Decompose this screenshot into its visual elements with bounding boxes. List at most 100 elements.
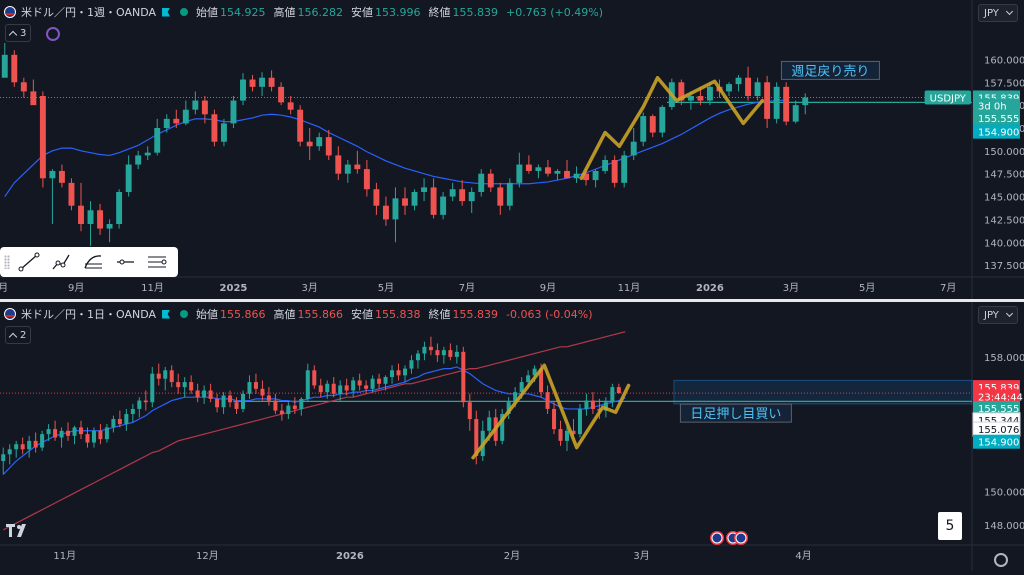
gear-icon[interactable] xyxy=(994,553,1008,567)
candle-body xyxy=(234,402,239,409)
candle xyxy=(363,159,370,197)
candle-body xyxy=(571,430,576,435)
tradingview-logo-icon[interactable] xyxy=(6,524,32,538)
candle-body xyxy=(773,86,780,119)
candle xyxy=(454,345,459,364)
symbol-label-background xyxy=(924,90,971,105)
parallel-channel-tool[interactable] xyxy=(144,251,170,273)
high-label: 高値 xyxy=(273,308,296,321)
close-value: 155.839 xyxy=(452,307,499,321)
candle-body xyxy=(156,373,161,379)
price-tick-label: 137.500 xyxy=(984,261,1024,272)
drag-handle-icon[interactable] xyxy=(4,255,10,269)
candle xyxy=(428,336,433,356)
candle-body xyxy=(552,408,557,430)
candle-body xyxy=(519,382,524,393)
chevron-up-icon xyxy=(8,332,18,341)
candle xyxy=(104,424,109,443)
pane-divider[interactable] xyxy=(0,299,1024,302)
bookmark-flag-icon[interactable] xyxy=(162,7,171,17)
us-flag-icon xyxy=(4,308,16,320)
candle xyxy=(335,146,342,181)
candle-body xyxy=(735,77,742,85)
candle xyxy=(440,191,447,220)
candle xyxy=(278,82,285,106)
candle-body xyxy=(39,95,46,179)
candle-body xyxy=(539,368,544,393)
candle-body xyxy=(72,427,77,436)
candle xyxy=(312,365,317,389)
candle xyxy=(125,155,132,197)
chevron-down-icon xyxy=(1005,7,1014,16)
price-label-level: 154.900 xyxy=(973,434,1020,449)
candle-body xyxy=(754,82,761,96)
currency-select-bottom[interactable]: JPY xyxy=(978,306,1018,324)
candle xyxy=(390,365,395,384)
trend-line-tool[interactable] xyxy=(16,251,42,273)
indicator-collapse-button[interactable]: 2 xyxy=(5,326,32,344)
candle xyxy=(415,350,420,369)
price-label-background xyxy=(973,124,1020,139)
time-tick-label: 5月 xyxy=(378,282,394,294)
candle xyxy=(1,42,8,78)
indicator-collapse-button[interactable]: 3 xyxy=(5,24,32,42)
candle-body xyxy=(220,123,227,142)
time-tick-label: 3月 xyxy=(783,282,799,294)
fib-tool[interactable] xyxy=(80,251,106,273)
candle-body xyxy=(91,430,96,443)
candle-body xyxy=(297,109,304,142)
time-tick-label: 2月 xyxy=(504,550,520,562)
candle xyxy=(46,424,51,441)
candle xyxy=(111,415,116,433)
candle-body xyxy=(616,387,621,394)
close-value: 155.839 xyxy=(452,5,499,19)
candle-body xyxy=(144,152,151,156)
candle xyxy=(630,127,637,160)
target-zone xyxy=(673,379,973,405)
candle-body xyxy=(363,169,370,190)
candle xyxy=(266,387,271,406)
daily-chart-canvas[interactable]: 158.000 150.000 148.000 11月 12月 2026 2月 3月 4月 日足押… xyxy=(0,302,1024,571)
us-flag-icon xyxy=(4,6,16,18)
candle-body xyxy=(764,82,771,119)
daily-symbol[interactable]: 米ドル／円・1日・OANDA xyxy=(21,308,157,321)
candle xyxy=(154,118,161,156)
candle xyxy=(163,366,168,391)
annotation-box: 週足戻り売り xyxy=(780,60,880,80)
candle xyxy=(459,180,466,206)
candle-body xyxy=(173,118,180,124)
candle-body xyxy=(583,173,590,181)
candle xyxy=(610,383,615,408)
candle xyxy=(182,377,187,398)
candle xyxy=(564,425,570,451)
candle-body xyxy=(163,118,170,128)
candle-body xyxy=(506,182,513,206)
candle xyxy=(195,383,200,403)
candle-body xyxy=(11,54,18,83)
candle-body xyxy=(590,400,595,409)
ray-icon xyxy=(52,254,70,270)
weekly-chart-pane[interactable]: 160.000157.500155.000152.500150.000147.5… xyxy=(0,0,1024,300)
time-tick-label: 2026 xyxy=(336,551,364,562)
candle xyxy=(487,169,494,192)
candle-body xyxy=(20,444,25,450)
time-tick-label: 7月 xyxy=(459,282,475,294)
horizontal-ray-tool[interactable] xyxy=(112,251,138,273)
ray-tool[interactable] xyxy=(48,251,74,273)
currency-select-top[interactable]: JPY xyxy=(978,4,1018,22)
bookmark-flag-icon[interactable] xyxy=(162,309,171,319)
candle-body xyxy=(176,382,181,388)
candle-body xyxy=(558,429,563,441)
candle xyxy=(117,410,122,428)
daily-chart-pane[interactable]: 158.000 150.000 148.000 11月 12月 2026 2月 3月 4月 日足押… xyxy=(0,302,1024,571)
candle-body xyxy=(117,419,122,425)
parallel-lines-icon xyxy=(148,256,167,268)
indicator-count: 2 xyxy=(20,329,27,341)
candle-body xyxy=(402,198,408,206)
price-tick-label: 142.500 xyxy=(984,215,1024,226)
weekly-symbol[interactable]: 米ドル／円・1週・OANDA xyxy=(21,6,157,19)
weekly-chart-canvas[interactable]: 160.000157.500155.000152.500150.000147.5… xyxy=(0,0,1024,300)
candle-body xyxy=(526,375,531,383)
price-label-countdown: 23:44:44 xyxy=(973,389,1023,404)
candle-body xyxy=(478,173,485,192)
